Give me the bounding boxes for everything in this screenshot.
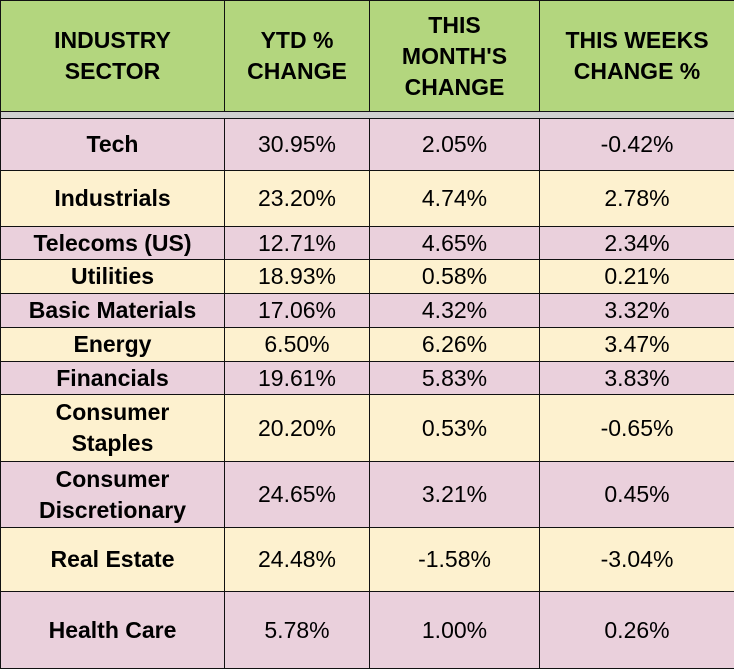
sector-label-line: Utilities — [1, 261, 224, 292]
month-change-cell: 1.00% — [370, 592, 540, 669]
ytd-change-cell: 12.71% — [225, 227, 370, 260]
ytd-change-cell: 24.48% — [225, 528, 370, 592]
header-line: YTD % — [225, 25, 369, 56]
header-month-change: THIS MONTH'S CHANGE — [370, 1, 540, 112]
sector-label-line: Real Estate — [1, 544, 224, 575]
table-row: Telecoms (US)12.71%4.65%2.34% — [1, 227, 734, 260]
header-line: THIS — [370, 10, 539, 41]
sector-label-line: Tech — [1, 129, 224, 160]
header-separator-row — [1, 112, 734, 119]
header-line: CHANGE — [370, 72, 539, 103]
ytd-change-cell: 30.95% — [225, 119, 370, 171]
ytd-change-cell: 5.78% — [225, 592, 370, 669]
table-header-row: INDUSTRY SECTOR YTD % CHANGE THIS MONTH'… — [1, 1, 734, 112]
week-change-cell: -3.04% — [540, 528, 734, 592]
sector-cell: Tech — [1, 119, 225, 171]
month-change-cell: 4.74% — [370, 171, 540, 227]
week-change-cell: 2.78% — [540, 171, 734, 227]
week-change-cell: 0.45% — [540, 462, 734, 528]
header-line: INDUSTRY — [1, 25, 224, 56]
header-week-change: THIS WEEKS CHANGE % — [540, 1, 734, 112]
week-change-cell: -0.42% — [540, 119, 734, 171]
sector-cell: Telecoms (US) — [1, 227, 225, 260]
sector-label-line: Telecoms (US) — [1, 228, 224, 259]
month-change-cell: -1.58% — [370, 528, 540, 592]
header-line: SECTOR — [1, 56, 224, 87]
week-change-cell: 2.34% — [540, 227, 734, 260]
header-line: THIS WEEKS — [540, 25, 734, 56]
sector-cell: Energy — [1, 328, 225, 362]
month-change-cell: 2.05% — [370, 119, 540, 171]
sector-cell: Industrials — [1, 171, 225, 227]
month-change-cell: 5.83% — [370, 362, 540, 395]
header-line: CHANGE % — [540, 56, 734, 87]
ytd-change-cell: 6.50% — [225, 328, 370, 362]
ytd-change-cell: 20.20% — [225, 395, 370, 462]
sector-cell: Health Care — [1, 592, 225, 669]
month-change-cell: 4.32% — [370, 294, 540, 328]
week-change-cell: 3.47% — [540, 328, 734, 362]
header-line: CHANGE — [225, 56, 369, 87]
ytd-change-cell: 18.93% — [225, 260, 370, 294]
week-change-cell: 0.21% — [540, 260, 734, 294]
sector-label-line: Consumer — [1, 397, 224, 428]
sector-label-line: Industrials — [1, 183, 224, 214]
ytd-change-cell: 24.65% — [225, 462, 370, 528]
sector-label-line: Discretionary — [1, 495, 224, 526]
sector-cell: Utilities — [1, 260, 225, 294]
month-change-cell: 0.58% — [370, 260, 540, 294]
month-change-cell: 6.26% — [370, 328, 540, 362]
week-change-cell: 0.26% — [540, 592, 734, 669]
month-change-cell: 4.65% — [370, 227, 540, 260]
header-line: MONTH'S — [370, 41, 539, 72]
ytd-change-cell: 23.20% — [225, 171, 370, 227]
sector-label-line: Staples — [1, 428, 224, 459]
header-ytd-change: YTD % CHANGE — [225, 1, 370, 112]
header-separator — [1, 112, 734, 119]
sector-label-line: Health Care — [1, 615, 224, 646]
sector-label-line: Basic Materials — [1, 295, 224, 326]
sector-label-line: Financials — [1, 363, 224, 394]
ytd-change-cell: 17.06% — [225, 294, 370, 328]
sector-cell: Financials — [1, 362, 225, 395]
week-change-cell: 3.83% — [540, 362, 734, 395]
week-change-cell: 3.32% — [540, 294, 734, 328]
sector-cell: Basic Materials — [1, 294, 225, 328]
ytd-change-cell: 19.61% — [225, 362, 370, 395]
month-change-cell: 0.53% — [370, 395, 540, 462]
sector-label-line: Energy — [1, 329, 224, 360]
week-change-cell: -0.65% — [540, 395, 734, 462]
month-change-cell: 3.21% — [370, 462, 540, 528]
sector-cell: Real Estate — [1, 528, 225, 592]
sector-label-line: Consumer — [1, 464, 224, 495]
header-industry-sector: INDUSTRY SECTOR — [1, 1, 225, 112]
